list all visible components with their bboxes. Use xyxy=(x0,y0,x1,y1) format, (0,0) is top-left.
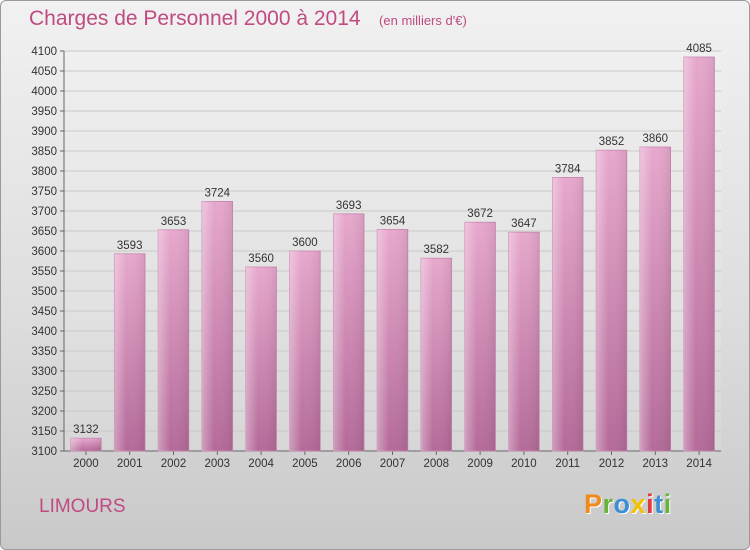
bar-layer: 3132 3593 3653 3724 3560 3600 3693 3654 3582 3672… xyxy=(70,43,715,452)
data-label: 4085 xyxy=(686,43,712,55)
logo-letter: P xyxy=(584,489,603,519)
y-tick-label: 3950 xyxy=(31,106,57,118)
y-tick-label: 4050 xyxy=(31,66,57,78)
y-tick-label: 3250 xyxy=(31,386,57,398)
x-tick-label: 2002 xyxy=(161,458,187,470)
data-label: 3647 xyxy=(511,218,537,230)
x-tick-label: 2005 xyxy=(292,458,318,470)
data-label: 3653 xyxy=(161,216,187,228)
y-tick-label: 3650 xyxy=(31,226,57,238)
data-label: 3693 xyxy=(336,200,362,212)
bar-shine xyxy=(70,438,102,451)
bar-shine xyxy=(552,177,584,451)
x-tick-label: 2010 xyxy=(511,458,537,470)
bar-shine xyxy=(464,222,496,451)
data-label: 3672 xyxy=(467,208,493,220)
bar-shine xyxy=(420,258,452,451)
y-tick-label: 3550 xyxy=(31,266,57,278)
city-name: LIMOURS xyxy=(39,496,126,517)
logo-letter: i xyxy=(663,489,672,519)
data-label: 3582 xyxy=(424,244,450,256)
data-label: 3784 xyxy=(555,163,581,175)
bar-shine xyxy=(683,57,715,451)
x-tick-label: 2007 xyxy=(380,458,406,470)
bar-shine xyxy=(201,201,233,451)
data-label: 3560 xyxy=(248,253,274,265)
axis-layer: 3100 3150 3200 3250 3300 3350 3400 3450 3500 3550… xyxy=(31,46,721,470)
bar-shine xyxy=(377,229,408,451)
y-tick-label: 3700 xyxy=(31,206,57,218)
data-label: 3860 xyxy=(643,133,669,145)
x-tick-label: 2004 xyxy=(248,458,274,470)
bar-shine xyxy=(289,251,321,451)
bar-shine xyxy=(114,253,146,451)
data-label: 3600 xyxy=(292,237,318,249)
proxiti-logo[interactable]: Proxiti xyxy=(584,489,672,520)
x-tick-label: 2011 xyxy=(555,458,580,470)
x-tick-label: 2012 xyxy=(599,458,625,470)
y-tick-label: 3600 xyxy=(31,246,57,258)
x-tick-label: 2014 xyxy=(686,458,712,470)
y-tick-label: 3300 xyxy=(31,366,57,378)
data-label: 3654 xyxy=(380,215,406,227)
logo-letter: o xyxy=(613,489,631,519)
y-tick-label: 3450 xyxy=(31,306,57,318)
y-tick-label: 3800 xyxy=(31,166,57,178)
x-tick-label: 2003 xyxy=(205,458,231,470)
data-label: 3132 xyxy=(73,424,99,436)
y-tick-label: 4100 xyxy=(31,46,57,58)
y-tick-label: 3850 xyxy=(31,146,57,158)
x-tick-label: 2013 xyxy=(643,458,669,470)
bar-shine xyxy=(333,213,365,451)
bar-shine xyxy=(245,267,277,451)
x-tick-label: 2006 xyxy=(336,458,362,470)
bar-shine xyxy=(158,229,189,451)
y-tick-label: 3150 xyxy=(31,426,57,438)
title-row: Charges de Personnel 2000 à 2014 (en mil… xyxy=(29,7,467,31)
y-tick-label: 3350 xyxy=(31,346,57,358)
y-tick-label: 3750 xyxy=(31,186,57,198)
y-tick-label: 3500 xyxy=(31,286,57,298)
chart-subtitle: (en milliers d'€) xyxy=(379,13,467,28)
x-tick-label: 2008 xyxy=(424,458,450,470)
logo-letter: r xyxy=(602,489,614,519)
logo-letter: x xyxy=(630,489,647,519)
data-label: 3593 xyxy=(117,240,143,252)
x-tick-label: 2009 xyxy=(467,458,493,470)
x-tick-label: 2001 xyxy=(117,458,143,470)
logo-letter: i xyxy=(646,489,655,519)
bar-shine xyxy=(508,232,540,451)
y-tick-label: 4000 xyxy=(31,86,57,98)
y-tick-label: 3400 xyxy=(31,326,57,338)
data-label: 3852 xyxy=(599,136,625,148)
data-label: 3724 xyxy=(205,187,231,199)
y-tick-label: 3200 xyxy=(31,406,57,418)
y-tick-label: 3100 xyxy=(31,446,57,458)
bar-shine xyxy=(596,150,627,451)
chart-title: Charges de Personnel 2000 à 2014 xyxy=(29,7,361,30)
logo-letter: t xyxy=(654,489,664,519)
bar-shine xyxy=(639,147,671,451)
y-tick-label: 3900 xyxy=(31,126,57,138)
x-tick-label: 2000 xyxy=(73,458,99,470)
